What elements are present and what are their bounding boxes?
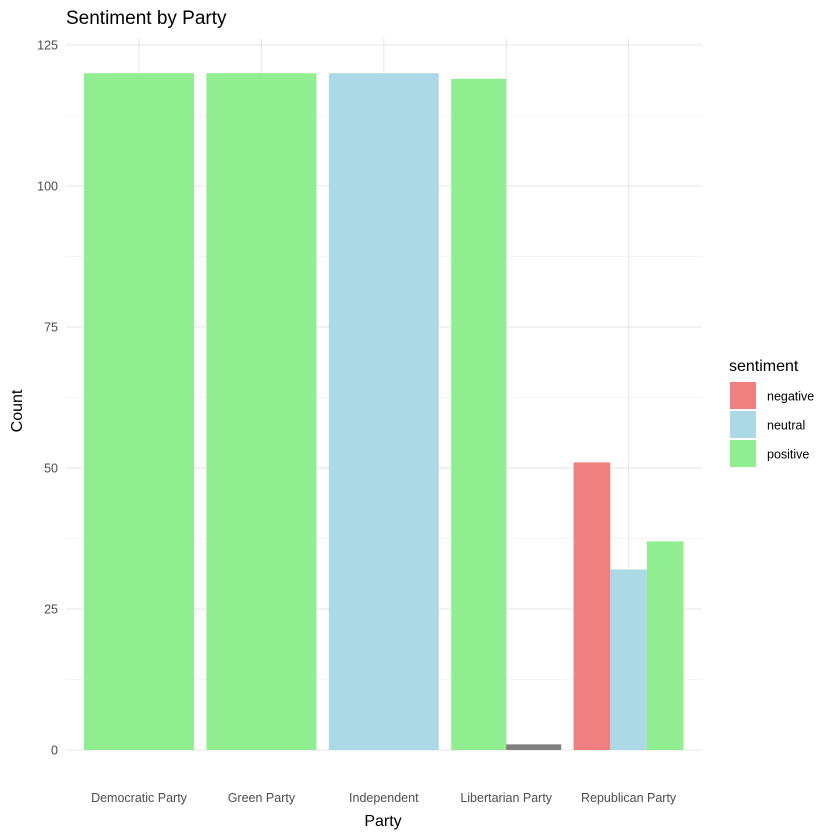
x-tick-label: Democratic Party: [91, 791, 188, 805]
bar-green-party-positive: [206, 73, 317, 750]
bar-republican-party-negative: [573, 462, 611, 750]
y-axis-title: Count: [9, 389, 26, 432]
y-tick-label: 100: [37, 180, 58, 194]
y-tick-label: 125: [37, 39, 58, 53]
x-tick-label: Independent: [349, 791, 419, 805]
x-tick-label: Libertarian Party: [460, 791, 552, 805]
y-tick-label: 50: [44, 462, 58, 476]
legend-swatch-positive: [730, 440, 756, 467]
legend-label-neutral: neutral: [767, 419, 805, 433]
x-axis-ticks: Democratic Party Green Party Independent Li…: [91, 791, 677, 805]
legend-swatch-neutral: [730, 411, 756, 438]
legend-title: sentiment: [729, 358, 799, 375]
bars: [84, 73, 684, 751]
bar-republican-party-positive: [646, 541, 684, 750]
y-axis-ticks: 0 25 50 75 100 125: [37, 39, 58, 758]
bar-libertarian-party-na: [506, 744, 562, 750]
x-tick-label: Green Party: [228, 791, 296, 805]
y-tick-label: 0: [51, 744, 58, 758]
bar-independent-neutral: [328, 73, 439, 750]
chart-title: Sentiment by Party: [66, 8, 227, 29]
legend-label-positive: positive: [767, 448, 809, 462]
y-tick-label: 75: [44, 321, 58, 335]
x-tick-label: Republican Party: [581, 791, 677, 805]
bar-libertarian-party-positive: [451, 78, 507, 751]
bar-republican-party-neutral: [610, 569, 647, 750]
bar-democratic-party-positive: [84, 73, 194, 750]
legend: sentiment negative neutral positive: [729, 358, 814, 467]
y-tick-label: 25: [44, 603, 58, 617]
legend-swatch-negative: [730, 382, 756, 409]
x-axis-title: Party: [364, 813, 401, 830]
legend-label-negative: negative: [767, 390, 814, 404]
